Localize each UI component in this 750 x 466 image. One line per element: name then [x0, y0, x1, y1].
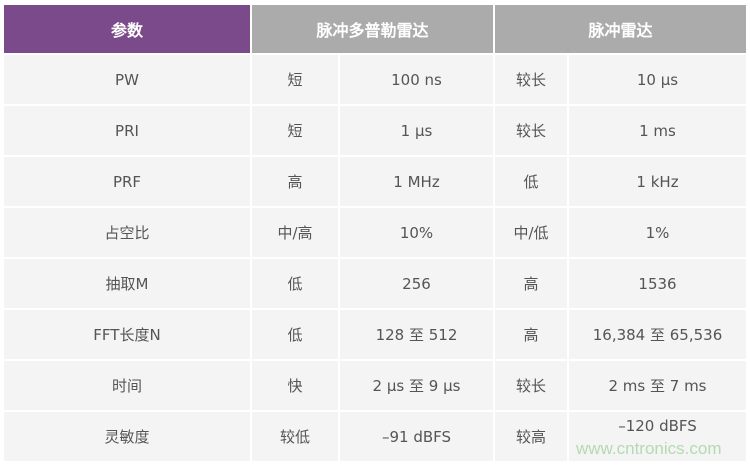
cell-p-level: 较长 — [495, 106, 567, 155]
cell-pd-level: 中/高 — [252, 208, 338, 257]
cell-param: 灵敏度 — [4, 412, 250, 461]
cell-pd-level: 低 — [252, 259, 338, 308]
cell-pd-level: 短 — [252, 106, 338, 155]
cell-p-level: 较长 — [495, 361, 567, 410]
cell-param: FFT长度N — [4, 310, 250, 359]
header-row: 参数 脉冲多普勒雷达 脉冲雷达 — [4, 5, 746, 53]
cell-pd-value: 1 MHz — [340, 157, 493, 206]
cell-pd-value: 128 至 512 — [340, 310, 493, 359]
cell-pd-level: 短 — [252, 55, 338, 104]
cell-pd-value: –91 dBFS — [340, 412, 493, 461]
table-row: PW 短 100 ns 较长 10 µs — [4, 55, 746, 104]
cell-p-level: 高 — [495, 259, 567, 308]
table-row: 灵敏度 较低 –91 dBFS 较高 –120 dBFS — [4, 412, 746, 461]
cell-pd-level: 高 — [252, 157, 338, 206]
table-row: 时间快 2 µs 至 9 µs 较长 2 ms 至 7 ms — [4, 361, 746, 410]
cell-pd-value: 2 µs 至 9 µs — [340, 361, 493, 410]
cell-p-level: 低 — [495, 157, 567, 206]
cell-param: PRI — [4, 106, 250, 155]
cell-param: 时间 — [4, 361, 250, 410]
table-row: 占空比 中/高 10% 中/低 1% — [4, 208, 746, 257]
radar-comparison-table: 参数 脉冲多普勒雷达 脉冲雷达 PW 短 100 ns 较长 10 µs PRI 短 1 µs… — [2, 3, 748, 463]
table-row: FFT长度N 低 128 至 512 高 16,384 至 65,536 — [4, 310, 746, 359]
header-pulse-doppler-radar: 脉冲多普勒雷达 — [252, 5, 493, 53]
cell-p-value: 1% — [569, 208, 746, 257]
cell-p-level: 中/低 — [495, 208, 567, 257]
cell-pd-level: 较低 — [252, 412, 338, 461]
cell-pd-level: 低 — [252, 310, 338, 359]
cell-pd-value: 1 µs — [340, 106, 493, 155]
watermark: www.cntronics.com — [576, 439, 722, 458]
cell-param: 占空比 — [4, 208, 250, 257]
cell-p-level: 较高 — [495, 412, 567, 461]
header-pulse-radar: 脉冲雷达 — [495, 5, 746, 53]
cell-p-value: 10 µs — [569, 55, 746, 104]
cell-param: PRF — [4, 157, 250, 206]
header-param: 参数 — [4, 5, 250, 53]
cell-pd-value: 10% — [340, 208, 493, 257]
cell-pd-level: 快 — [252, 361, 338, 410]
cell-p-value: 1 ms — [569, 106, 746, 155]
cell-p-value: 16,384 至 65,536 — [569, 310, 746, 359]
cell-pd-value: 100 ns — [340, 55, 493, 104]
cell-param: 抽取M — [4, 259, 250, 308]
cell-p-value: 1536 — [569, 259, 746, 308]
cell-p-level: 高 — [495, 310, 567, 359]
cell-p-value: 2 ms 至 7 ms — [569, 361, 746, 410]
cell-p-value: 1 kHz — [569, 157, 746, 206]
table-row: PRF 高 1 MHz 低 1 kHz — [4, 157, 746, 206]
table-row: 抽取M 低 256 高 1536 — [4, 259, 746, 308]
cell-pd-value: 256 — [340, 259, 493, 308]
table-row: PRI 短 1 µs 较长 1 ms — [4, 106, 746, 155]
cell-p-level: 较长 — [495, 55, 567, 104]
cell-param: PW — [4, 55, 250, 104]
cell-p-value: –120 dBFS — [569, 412, 746, 461]
